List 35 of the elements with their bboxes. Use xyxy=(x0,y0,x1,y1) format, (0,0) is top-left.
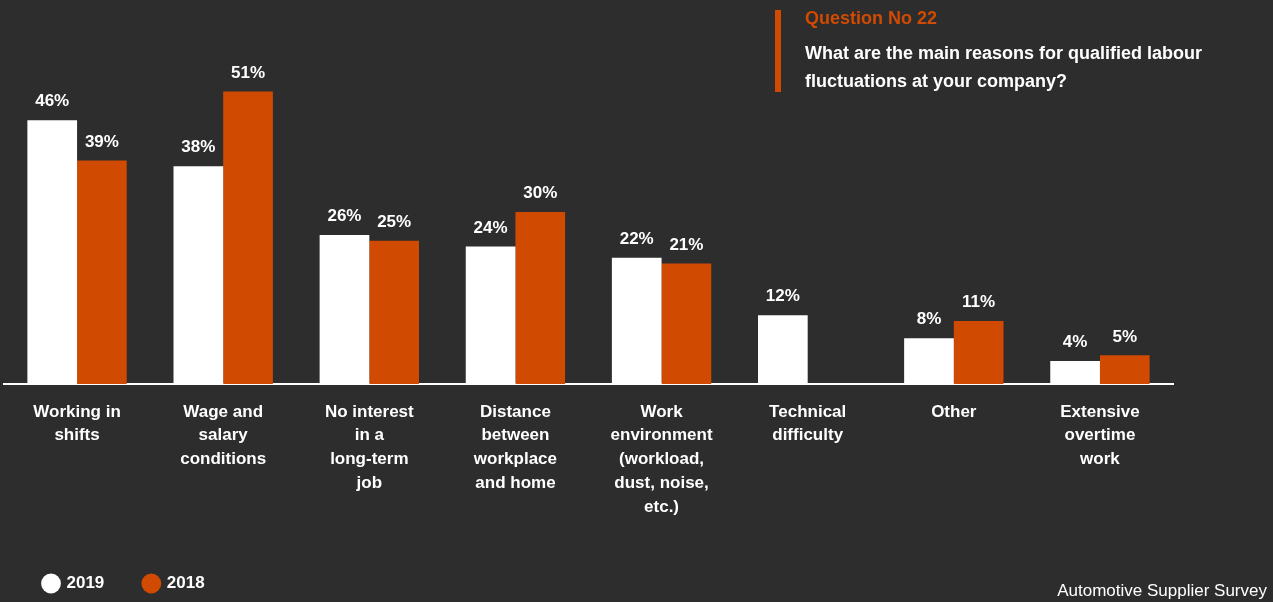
data-label: 4% xyxy=(1062,332,1088,352)
x-tick-label: Work environment (workload, dust, noise, etc.) xyxy=(610,401,713,516)
data-label: 11% xyxy=(962,292,996,312)
x-tick-label: Working in shifts xyxy=(33,401,121,445)
x-tick-label: Extensive overtime work xyxy=(1060,401,1140,469)
data-label: 30% xyxy=(523,183,558,203)
x-tick-label: Other xyxy=(931,401,977,421)
data-label: 46% xyxy=(35,91,70,111)
bar xyxy=(1099,355,1150,384)
x-tick-label: Wage and salary conditions xyxy=(180,401,267,469)
text: Automotive Supplier Survey xyxy=(1057,581,1267,601)
chart-subtitle: What are the main reasons for qualified labour fluctuations at your company? xyxy=(805,42,1204,93)
bar xyxy=(661,263,712,384)
bar xyxy=(953,320,1004,384)
data-label: 8% xyxy=(916,309,942,329)
legend-label: 2019 xyxy=(66,573,105,593)
legend-label: 2018 xyxy=(166,573,205,593)
data-label: 24% xyxy=(473,217,508,237)
data-label: 12% xyxy=(765,286,800,306)
bar xyxy=(77,160,127,384)
x-tick-label: No interest in a long-term job xyxy=(324,401,415,492)
data-label: 26% xyxy=(327,206,362,226)
data-label: 22% xyxy=(619,229,654,249)
data-label: 38% xyxy=(181,137,216,157)
x-tick-label: Distance between workplace and home xyxy=(472,401,558,492)
bar xyxy=(515,212,566,384)
data-label: 51% xyxy=(231,62,266,82)
data-label: 39% xyxy=(84,131,119,151)
bar xyxy=(369,240,419,384)
chart-title: Question No 22 xyxy=(805,8,939,29)
bar xyxy=(223,91,273,384)
data-label: 5% xyxy=(1112,326,1138,346)
data-label: 25% xyxy=(377,211,412,231)
x-tick-label: Technical difficulty xyxy=(769,401,847,445)
data-label: 21% xyxy=(669,234,704,254)
